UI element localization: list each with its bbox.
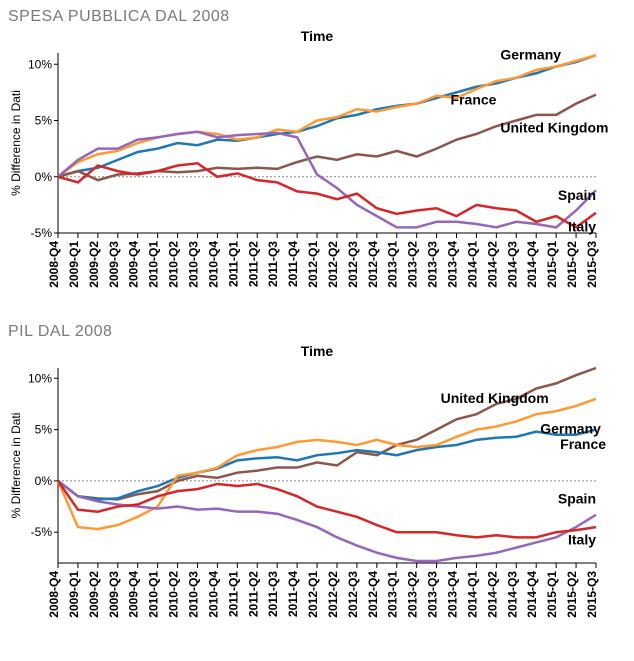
x-tick-label: 2009-Q4: [127, 241, 141, 288]
x-tick-label: 2011-Q1: [226, 241, 240, 287]
x-tick-label: 2014-Q4: [525, 571, 539, 618]
series-label-italy: Italy: [568, 218, 596, 234]
x-tick-label: 2009-Q1: [67, 571, 81, 618]
x-tick-label: 2014-Q1: [465, 571, 479, 618]
x-tick-label: 2010-Q3: [186, 241, 200, 288]
series-label-united-kingdom: United Kingdom: [500, 119, 608, 135]
y-tick-label: 5%: [35, 423, 53, 437]
y-tick-label: 10%: [28, 57, 52, 71]
x-tick-label: 2009-Q2: [87, 241, 101, 288]
x-tick-label: 2013-Q3: [426, 571, 440, 618]
x-tick-label: 2013-Q2: [406, 241, 420, 288]
x-tick-label: 2011-Q2: [246, 571, 260, 617]
series-line-italy: [58, 481, 596, 537]
y-tick-label: 10%: [28, 371, 52, 385]
series-label-spain: Spain: [558, 187, 596, 203]
x-tick-label: 2015-Q1: [545, 571, 559, 618]
chart-0: SPESA PUBBLICA DAL 2008 Time % Difference …: [8, 8, 626, 313]
x-tick-label: 2012-Q2: [326, 241, 340, 288]
chart-1: PIL DAL 2008 Time % Difference in Dati -5% 0…: [8, 323, 626, 643]
x-tick-label: 2013-Q2: [406, 571, 420, 618]
x-tick-label: 2014-Q4: [525, 241, 539, 288]
x-tick-label: 2008-Q4: [47, 241, 61, 288]
x-tick-label: 2009-Q3: [107, 571, 121, 618]
x-tick-label: 2015-Q2: [565, 571, 579, 618]
x-tick-label: 2012-Q3: [346, 571, 360, 618]
y-axis-label: % Difference in Dati: [9, 90, 23, 196]
x-tick-label: 2015-Q3: [585, 241, 599, 288]
series-label-germany: Germany: [500, 48, 561, 62]
series-line-spain: [58, 132, 596, 228]
x-tick-label: 2012-Q2: [326, 571, 340, 618]
x-tick-label: 2012-Q4: [366, 571, 380, 618]
x-tick-label: 2010-Q2: [167, 241, 181, 288]
chart-svg: % Difference in Dati -5% 0% 5% 10% 2008-Q4 200…: [8, 48, 626, 313]
x-tick-label: 2011-Q3: [266, 571, 280, 617]
x-tick-label: 2014-Q2: [485, 571, 499, 618]
x-tick-label: 2013-Q1: [386, 241, 400, 288]
series-label-spain: Spain: [558, 490, 596, 506]
chart-subtitle: Time: [8, 28, 626, 44]
x-tick-label: 2010-Q4: [206, 241, 220, 288]
x-tick-label: 2011-Q1: [226, 571, 240, 617]
y-tick-label: -5%: [31, 525, 53, 539]
series-line-united-kingdom: [58, 95, 596, 181]
chart-title: SPESA PUBBLICA DAL 2008: [8, 8, 626, 26]
x-tick-label: 2012-Q1: [306, 571, 320, 618]
x-tick-label: 2010-Q4: [206, 571, 220, 618]
x-tick-label: 2009-Q1: [67, 241, 81, 288]
series-line-united-kingdom: [58, 368, 596, 499]
x-tick-label: 2015-Q2: [565, 241, 579, 288]
x-tick-label: 2011-Q4: [286, 571, 300, 617]
chart-title: PIL DAL 2008: [8, 323, 626, 341]
y-tick-label: -5%: [31, 226, 53, 240]
series-label-france: France: [451, 91, 497, 107]
x-tick-label: 2009-Q4: [127, 571, 141, 618]
series-label-united-kingdom: United Kingdom: [441, 390, 549, 406]
x-tick-label: 2011-Q2: [246, 241, 260, 287]
y-tick-label: 0%: [35, 170, 53, 184]
y-tick-label: 0%: [35, 474, 53, 488]
charts-container: SPESA PUBBLICA DAL 2008 Time % Difference …: [8, 8, 626, 643]
series-label-italy: Italy: [568, 531, 596, 547]
x-tick-label: 2010-Q3: [186, 571, 200, 618]
y-tick-label: 5%: [35, 114, 53, 128]
series-label-germany: Germany: [540, 421, 601, 437]
x-tick-label: 2010-Q2: [167, 571, 181, 618]
x-tick-label: 2010-Q1: [147, 241, 161, 288]
y-axis-label: % Difference in Dati: [9, 413, 23, 519]
x-tick-label: 2014-Q1: [465, 241, 479, 288]
x-tick-label: 2014-Q3: [505, 571, 519, 618]
x-tick-label: 2009-Q2: [87, 571, 101, 618]
x-tick-label: 2008-Q4: [47, 571, 61, 618]
x-tick-label: 2012-Q1: [306, 241, 320, 288]
x-tick-label: 2013-Q4: [446, 571, 460, 618]
x-tick-label: 2010-Q1: [147, 571, 161, 618]
x-tick-label: 2014-Q3: [505, 241, 519, 288]
x-tick-label: 2009-Q3: [107, 241, 121, 288]
x-tick-label: 2015-Q3: [585, 571, 599, 618]
x-tick-label: 2014-Q2: [485, 241, 499, 288]
x-tick-label: 2011-Q4: [286, 241, 300, 287]
x-tick-label: 2013-Q3: [426, 241, 440, 288]
chart-subtitle: Time: [8, 343, 626, 359]
x-tick-label: 2012-Q3: [346, 241, 360, 288]
x-tick-label: 2012-Q4: [366, 241, 380, 288]
x-tick-label: 2015-Q1: [545, 241, 559, 288]
x-tick-label: 2013-Q1: [386, 571, 400, 618]
series-label-france: France: [560, 436, 606, 452]
x-tick-label: 2013-Q4: [446, 241, 460, 288]
chart-svg: % Difference in Dati -5% 0% 5% 10% 2008-Q4 200…: [8, 363, 626, 643]
x-tick-label: 2011-Q3: [266, 241, 280, 287]
